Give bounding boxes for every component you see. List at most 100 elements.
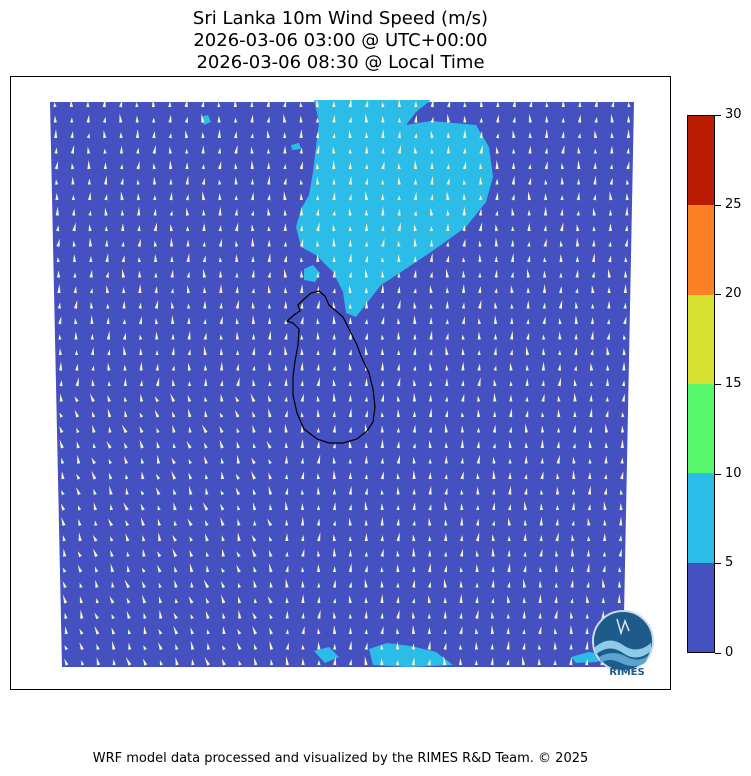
colorbar-tick-label: 10 (725, 465, 742, 481)
wind-arrow (188, 472, 193, 480)
wind-arrow (59, 393, 63, 402)
wind-arrow (348, 627, 352, 635)
wind-arrow (428, 472, 432, 480)
wind-arrow (86, 101, 90, 108)
wind-arrow (428, 517, 432, 526)
wind-arrow (251, 269, 255, 278)
wind-arrow (106, 440, 112, 449)
wind-arrow (157, 551, 162, 558)
wind-arrow (173, 520, 177, 526)
wind-arrow (88, 224, 92, 232)
wind-arrow (267, 253, 271, 263)
wind-arrow (151, 99, 155, 108)
wind-arrow (445, 319, 449, 325)
wind-arrow (300, 503, 305, 511)
wind-arrow (510, 271, 514, 278)
wind-arrow (610, 132, 614, 139)
wind-arrow (411, 657, 415, 666)
wind-arrow (299, 102, 303, 108)
wind-arrow (332, 566, 337, 573)
wind-arrow (140, 503, 145, 511)
wind-arrow (381, 284, 385, 294)
wind-arrow (236, 427, 240, 433)
wind-arrow (574, 301, 579, 309)
wind-arrow (203, 287, 207, 294)
wind-arrow (397, 272, 401, 278)
wind-arrow (476, 486, 480, 495)
wind-arrow (589, 394, 593, 402)
wind-arrow (429, 285, 433, 294)
wind-arrow (412, 566, 416, 573)
wind-arrow (463, 115, 467, 123)
wind-arrow (332, 347, 336, 356)
wind-arrow (554, 596, 558, 604)
wind-arrow (397, 99, 401, 108)
wind-arrow (396, 660, 400, 666)
wind-arrow (511, 239, 515, 247)
wind-arrow (397, 318, 401, 325)
wind-arrow (381, 270, 385, 278)
wind-arrow (251, 548, 257, 558)
wind-arrow (57, 270, 61, 278)
wind-arrow (219, 302, 223, 309)
wind-arrow (152, 176, 157, 185)
wind-arrow (172, 548, 178, 558)
wind-arrow (602, 565, 606, 573)
wind-arrow (475, 582, 479, 588)
wind-arrow (203, 579, 210, 589)
wind-arrow (537, 644, 542, 650)
wind-arrow (284, 410, 288, 418)
wind-arrow (332, 611, 337, 619)
wind-arrow (103, 148, 107, 154)
wind-arrow (235, 254, 239, 263)
wind-arrow (122, 319, 126, 325)
wind-arrow (428, 394, 433, 402)
wind-arrow (283, 100, 287, 108)
wind-arrow (559, 240, 563, 247)
wind-arrow (202, 502, 209, 511)
wind-arrow (284, 396, 288, 402)
wind-arrow (204, 410, 208, 418)
wind-arrow (429, 330, 433, 340)
wind-arrow (380, 471, 384, 480)
wind-arrow (462, 257, 466, 263)
wind-arrow (201, 100, 205, 108)
wind-arrow (221, 594, 226, 604)
wind-arrow (364, 164, 369, 170)
wind-arrow (201, 145, 205, 154)
wind-arrow (236, 454, 241, 464)
wind-arrow (234, 195, 238, 201)
wind-arrow (588, 472, 592, 480)
wind-arrow (96, 643, 100, 650)
wind-arrow (201, 424, 208, 434)
wind-arrow (364, 551, 368, 557)
wind-arrow (123, 442, 128, 449)
wind-arrow (348, 426, 352, 433)
wind-arrow (219, 426, 224, 434)
wind-arrow (528, 177, 532, 185)
wind-arrow (252, 365, 256, 371)
wind-arrow (332, 392, 336, 402)
wind-arrow (525, 364, 529, 371)
wind-arrow (523, 519, 527, 526)
wind-arrow (184, 130, 189, 139)
wind-arrow (446, 164, 450, 170)
wind-arrow (189, 536, 193, 542)
wind-arrow (592, 239, 596, 247)
high-wind-area-north (296, 100, 493, 317)
wind-arrow (348, 394, 352, 402)
wind-arrow (171, 470, 177, 480)
wind-arrow (462, 206, 466, 216)
wind-arrow (138, 284, 142, 294)
wind-arrow (102, 98, 106, 108)
wind-arrow (589, 381, 593, 387)
wind-arrow (120, 191, 124, 201)
wind-arrow (544, 147, 548, 154)
wind-arrow (184, 98, 188, 108)
wind-arrow (154, 409, 160, 418)
wind-arrow (267, 285, 271, 294)
wind-arrow (61, 457, 65, 464)
wind-arrow (601, 610, 605, 619)
wind-arrow (106, 317, 110, 325)
wind-arrow (187, 381, 192, 387)
